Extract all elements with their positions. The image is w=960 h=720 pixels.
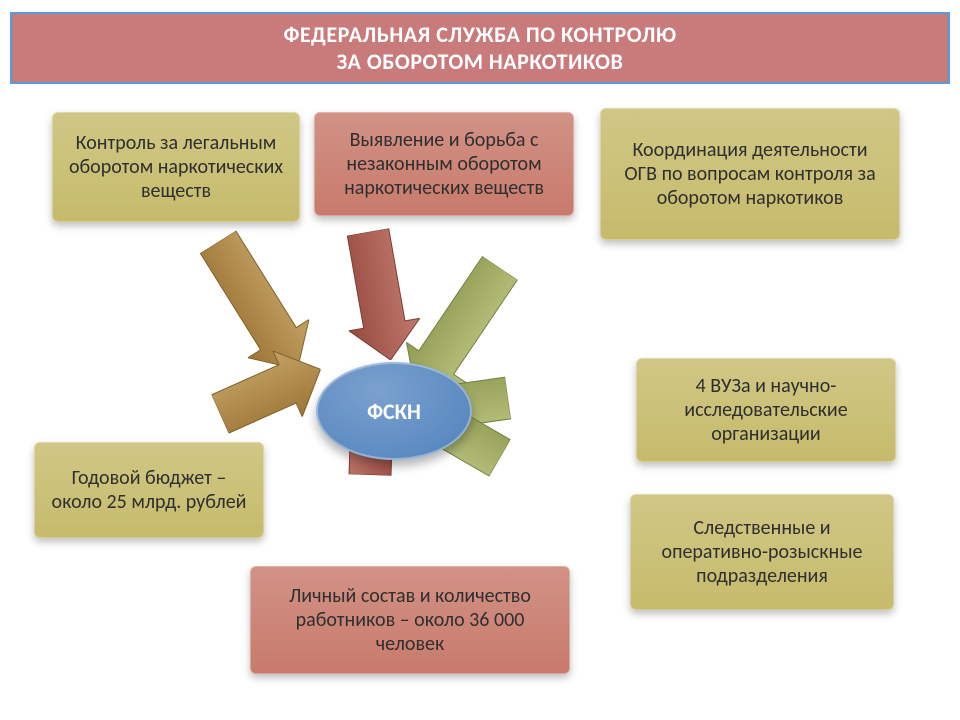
node-n1: Выявление и борьба с незаконным оборотом… [314,112,574,216]
node-n2: Координация деятельности ОГВ по вопросам… [600,108,900,240]
node-label: Контроль за легальным оборотом наркотиче… [66,131,286,203]
node-label: 4 ВУЗа и научно-исследовательские органи… [650,374,882,446]
node-label: Выявление и борьба с незаконным оборотом… [328,128,560,200]
node-n6: Годовой бюджет – около 25 млрд. рублей [34,442,264,538]
node-label: Координация деятельности ОГВ по вопросам… [614,138,886,210]
title-line-1: ФЕДЕРАЛЬНАЯ СЛУЖБА ПО КОНТРОЛЮ [284,21,677,48]
title-banner: ФЕДЕРАЛЬНАЯ СЛУЖБА ПО КОНТРОЛЮ ЗА ОБОРОТ… [10,12,950,84]
node-label: Следственные и оперативно-розыскные подр… [644,516,880,588]
center-node: ФСКН [316,362,472,460]
node-n3: 4 ВУЗа и научно-исследовательские органи… [636,358,896,462]
title-line-2: ЗА ОБОРОТОМ НАРКОТИКОВ [284,48,677,75]
diagram-stage: ФЕДЕРАЛЬНАЯ СЛУЖБА ПО КОНТРОЛЮ ЗА ОБОРОТ… [0,0,960,720]
center-label: ФСКН [367,398,421,425]
node-label: Годовой бюджет – около 25 млрд. рублей [48,466,250,514]
node-n4: Следственные и оперативно-розыскные подр… [630,494,894,610]
node-n0: Контроль за легальным оборотом наркотиче… [52,112,300,222]
node-label: Личный состав и количество работников – … [264,584,556,656]
node-n5: Личный состав и количество работников – … [250,566,570,674]
